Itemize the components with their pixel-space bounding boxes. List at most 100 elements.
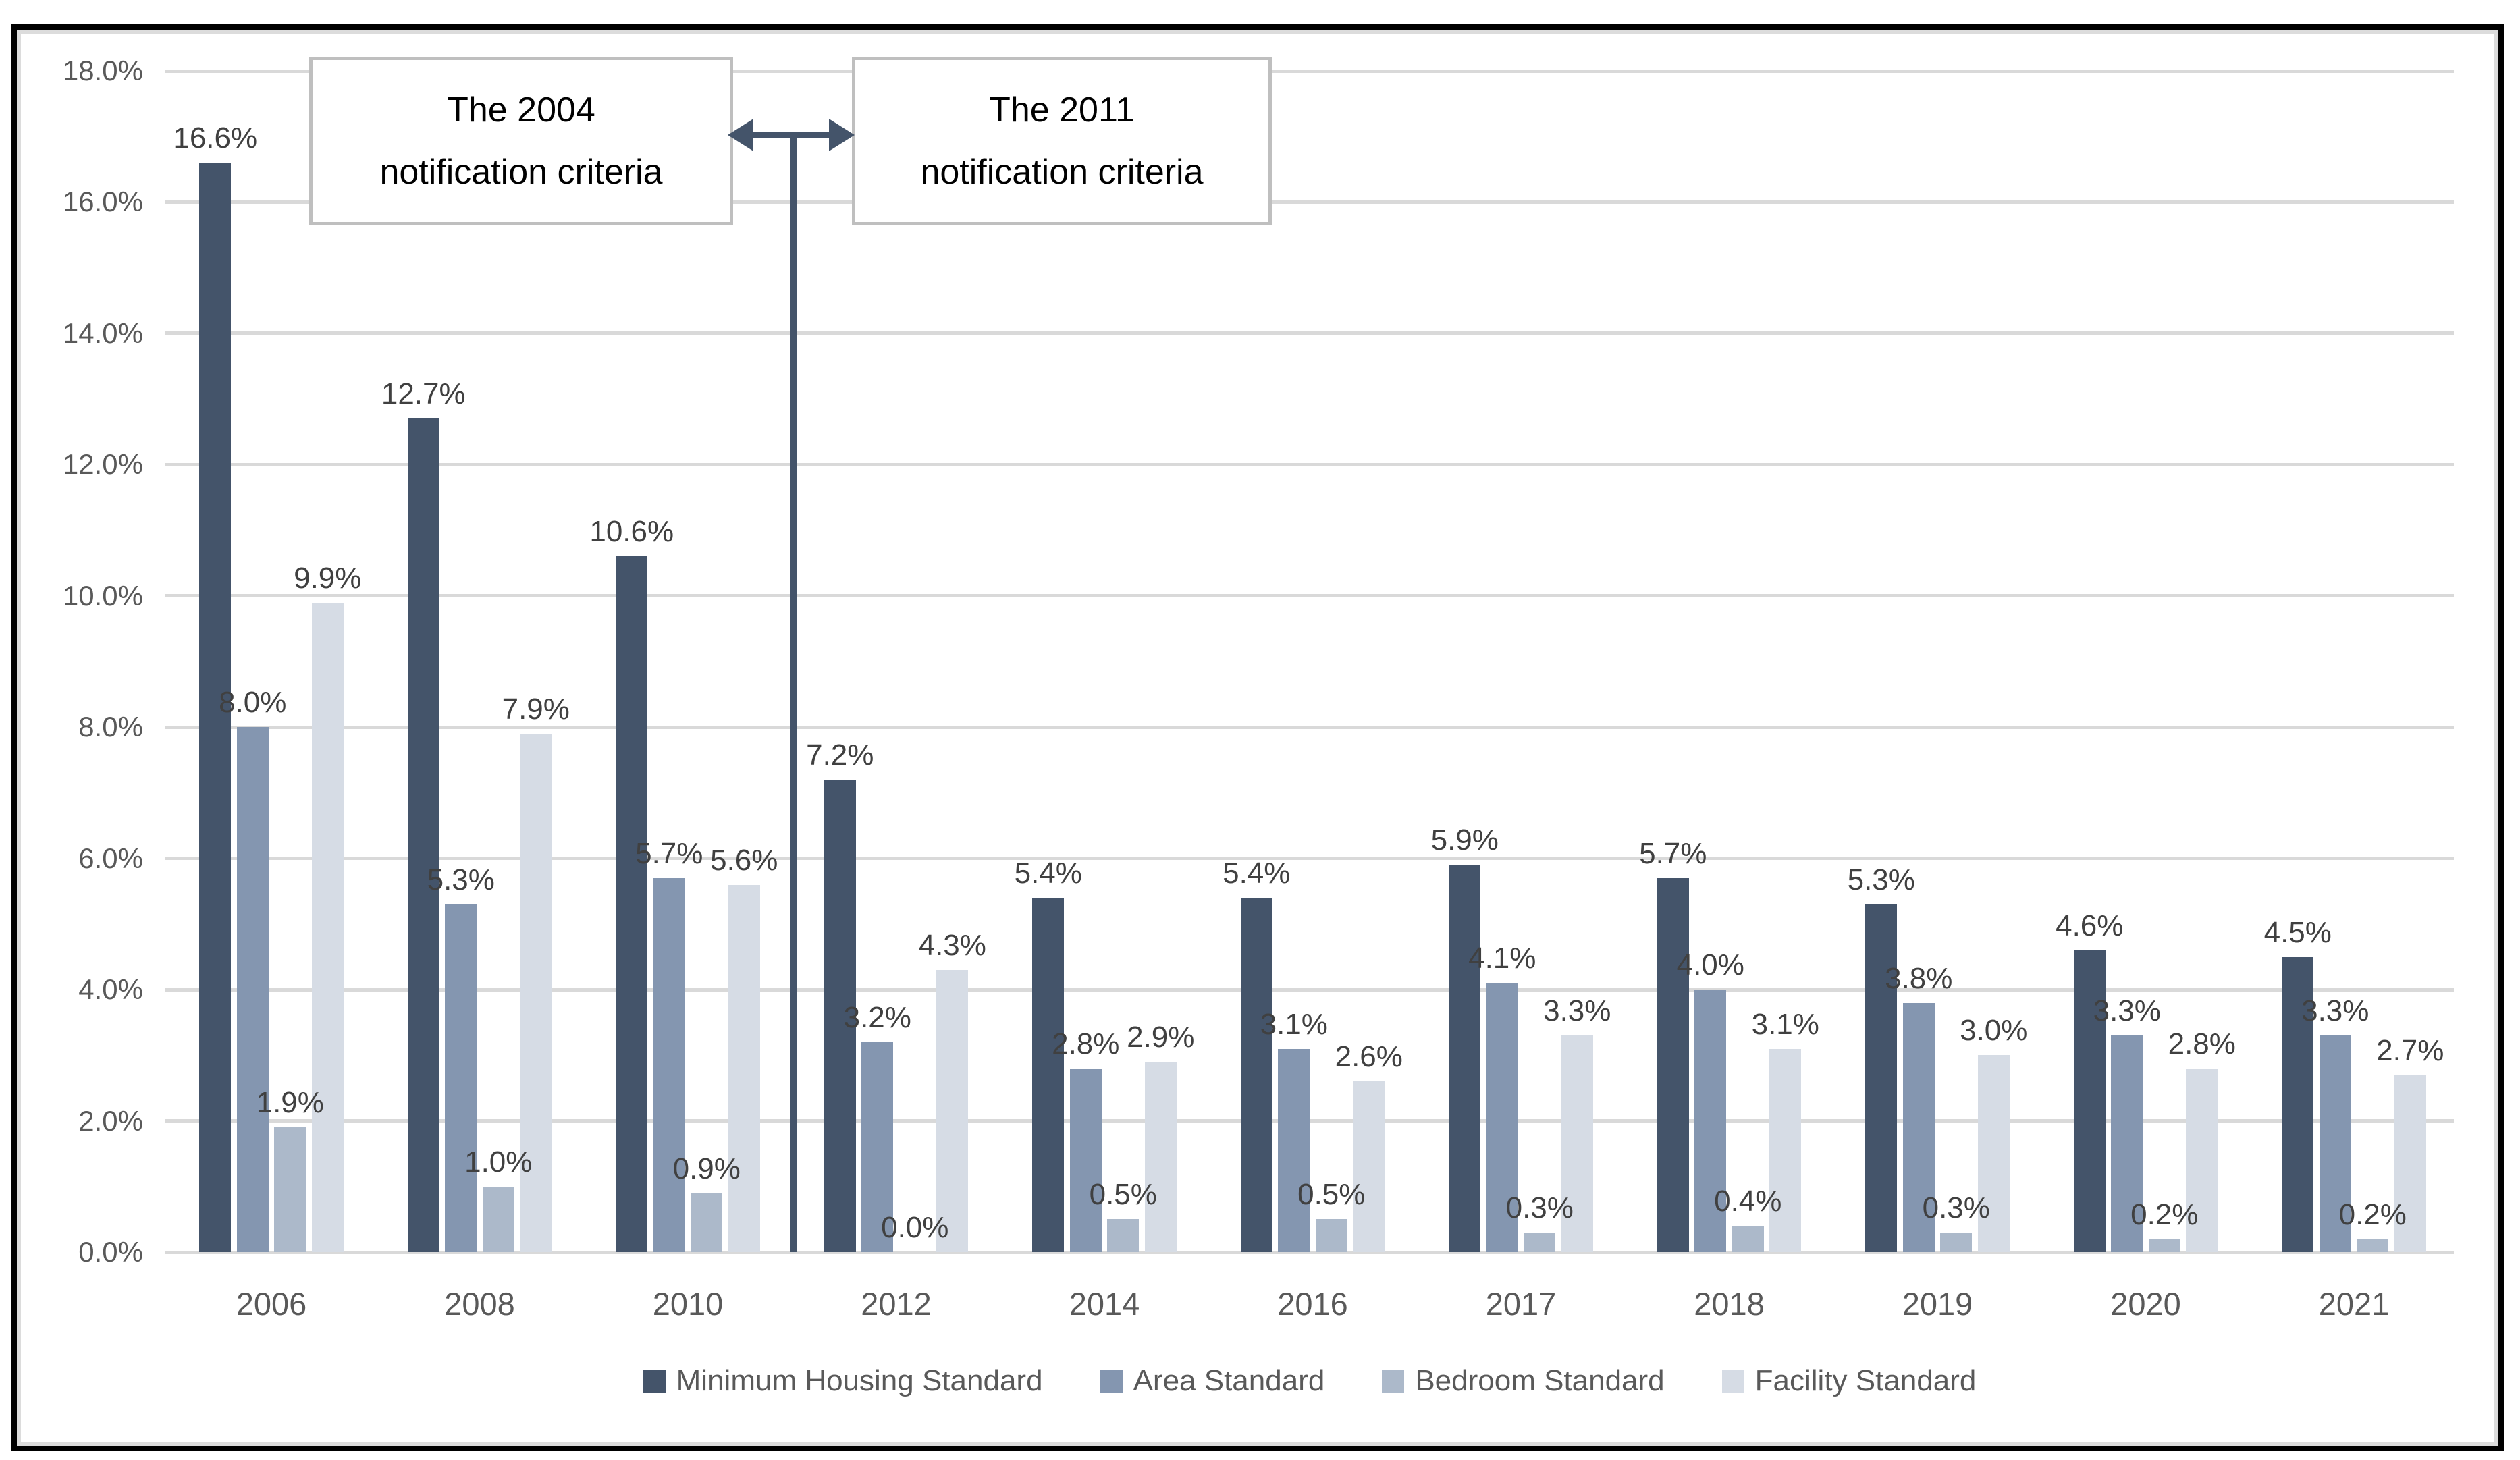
y-tick-12-0-: 12.0% — [62, 448, 143, 481]
gridline-14-0- — [165, 331, 2454, 335]
x-tick-2014: 2014 — [1069, 1286, 1140, 1322]
data-label-minimum-housing-standard-2012: 7.2% — [806, 738, 874, 772]
bar-facility-standard-2006 — [311, 602, 344, 1252]
data-label-facility-standard-2017: 3.3% — [1543, 994, 1611, 1028]
bar-minimum-housing-standard-2010 — [616, 556, 648, 1252]
legend-label-facility-standard: Facility Standard — [1754, 1364, 1977, 1397]
bar-area-standard-2010 — [653, 877, 685, 1252]
bar-area-standard-2019 — [1902, 1002, 1935, 1252]
bar-minimum-housing-standard-2012 — [824, 780, 856, 1252]
x-tick-2018: 2018 — [1694, 1286, 1765, 1322]
bar-facility-standard-2017 — [1561, 1035, 1593, 1252]
data-label-facility-standard-2008: 7.9% — [502, 692, 570, 726]
bar-bedroom-standard-2019 — [1940, 1232, 1973, 1252]
bar-bedroom-standard-2016 — [1315, 1219, 1347, 1252]
bar-bedroom-standard-2010 — [691, 1193, 723, 1252]
bar-minimum-housing-standard-2020 — [2073, 950, 2106, 1252]
y-tick-6-0-: 6.0% — [78, 842, 143, 874]
criteria-2004-line2: notification criteria — [379, 153, 663, 192]
bar-minimum-housing-standard-2019 — [1865, 904, 1898, 1252]
criteria-2011-line1: The 2011 — [989, 90, 1135, 130]
chart-frame — [11, 24, 2504, 1451]
data-label-minimum-housing-standard-2019: 5.3% — [1847, 863, 1915, 896]
criteria-arrow-shaft — [745, 132, 838, 138]
criteria-2004-line1: The 2004 — [447, 90, 595, 130]
data-label-facility-standard-2018: 3.1% — [1751, 1007, 1819, 1041]
bar-facility-standard-2019 — [1977, 1055, 2010, 1252]
legend-label-minimum-housing-standard: Minimum Housing Standard — [676, 1364, 1043, 1397]
legend-label-bedroom-standard: Bedroom Standard — [1415, 1364, 1665, 1397]
data-label-minimum-housing-standard-2014: 5.4% — [1014, 857, 1082, 890]
bar-area-standard-2014 — [1069, 1068, 1102, 1252]
data-label-area-standard-2008: 5.3% — [427, 863, 495, 896]
legend-item-area-standard: Area Standard — [1100, 1364, 1325, 1397]
bar-area-standard-2017 — [1486, 983, 1518, 1252]
y-tick-16-0-: 16.0% — [62, 186, 143, 218]
bar-facility-standard-2012 — [936, 969, 969, 1252]
y-tick-0-0-: 0.0% — [78, 1236, 143, 1268]
data-label-area-standard-2018: 4.0% — [1676, 948, 1744, 982]
data-label-facility-standard-2012: 4.3% — [918, 928, 986, 962]
bar-bedroom-standard-2014 — [1107, 1219, 1140, 1252]
bar-minimum-housing-standard-2021 — [2282, 956, 2314, 1252]
gridline-12-0- — [165, 462, 2454, 466]
bar-area-standard-2012 — [861, 1042, 894, 1252]
data-label-area-standard-2016: 3.1% — [1260, 1007, 1328, 1041]
data-label-bedroom-standard-2020: 0.2% — [2130, 1197, 2199, 1231]
x-tick-2021: 2021 — [2318, 1286, 2390, 1322]
y-tick-10-0-: 10.0% — [62, 579, 143, 612]
bar-bedroom-standard-2008 — [482, 1186, 514, 1252]
bar-minimum-housing-standard-2016 — [1240, 898, 1272, 1252]
bar-minimum-housing-standard-2017 — [1449, 865, 1481, 1252]
criteria-2011-line2: notification criteria — [920, 153, 1204, 192]
data-label-facility-standard-2020: 2.8% — [2168, 1027, 2236, 1060]
bar-bedroom-standard-2017 — [1524, 1232, 1556, 1252]
bar-bedroom-standard-2020 — [2148, 1239, 2180, 1252]
data-label-facility-standard-2019: 3.0% — [1960, 1014, 2028, 1048]
legend-item-minimum-housing-standard: Minimum Housing Standard — [643, 1365, 1043, 1397]
y-tick-14-0-: 14.0% — [62, 317, 143, 349]
legend-label-area-standard: Area Standard — [1133, 1364, 1325, 1397]
gridline-10-0- — [165, 594, 2454, 598]
bar-bedroom-standard-2021 — [2357, 1239, 2389, 1252]
y-tick-4-0-: 4.0% — [78, 973, 143, 1006]
data-label-area-standard-2012: 3.2% — [843, 1000, 911, 1034]
legend-swatch-icon-area-standard — [1100, 1370, 1123, 1393]
criteria-2011-box: The 2011 notification criteria — [852, 57, 1272, 225]
gridline-6-0- — [165, 857, 2454, 861]
bar-facility-standard-2021 — [2394, 1075, 2426, 1252]
gridline-8-0- — [165, 725, 2454, 729]
bar-minimum-housing-standard-2014 — [1032, 898, 1065, 1252]
data-label-minimum-housing-standard-2016: 5.4% — [1223, 857, 1291, 890]
data-label-minimum-housing-standard-2018: 5.7% — [1639, 836, 1707, 870]
data-label-facility-standard-2006: 9.9% — [294, 561, 362, 595]
legend-item-facility-standard: Facility Standard — [1721, 1364, 1977, 1397]
x-tick-2012: 2012 — [861, 1286, 932, 1322]
data-label-facility-standard-2014: 2.9% — [1127, 1021, 1195, 1054]
gridline-16-0- — [165, 200, 2454, 204]
data-label-facility-standard-2010: 5.6% — [710, 843, 778, 877]
bar-area-standard-2016 — [1278, 1048, 1310, 1252]
data-label-bedroom-standard-2014: 0.5% — [1089, 1178, 1157, 1212]
data-label-bedroom-standard-2010: 0.9% — [672, 1152, 741, 1185]
legend-item-bedroom-standard: Bedroom Standard — [1382, 1364, 1665, 1397]
data-label-bedroom-standard-2008: 1.0% — [464, 1145, 533, 1179]
x-tick-2008: 2008 — [444, 1286, 515, 1322]
gridline-4-0- — [165, 988, 2454, 992]
bar-minimum-housing-standard-2006 — [199, 163, 232, 1252]
data-label-area-standard-2014: 2.8% — [1052, 1027, 1120, 1060]
data-label-area-standard-2019: 3.8% — [1885, 961, 1953, 995]
bar-area-standard-2018 — [1694, 990, 1727, 1252]
legend-swatch-icon-minimum-housing-standard — [643, 1370, 666, 1393]
x-tick-2010: 2010 — [652, 1286, 724, 1322]
gridline-18-0- — [165, 69, 2454, 73]
bar-bedroom-standard-2018 — [1732, 1226, 1764, 1252]
x-tick-2020: 2020 — [2110, 1286, 2181, 1322]
bar-bedroom-standard-2006 — [274, 1127, 306, 1252]
x-tick-2019: 2019 — [1902, 1286, 1973, 1322]
y-tick-2-0-: 2.0% — [78, 1104, 143, 1137]
